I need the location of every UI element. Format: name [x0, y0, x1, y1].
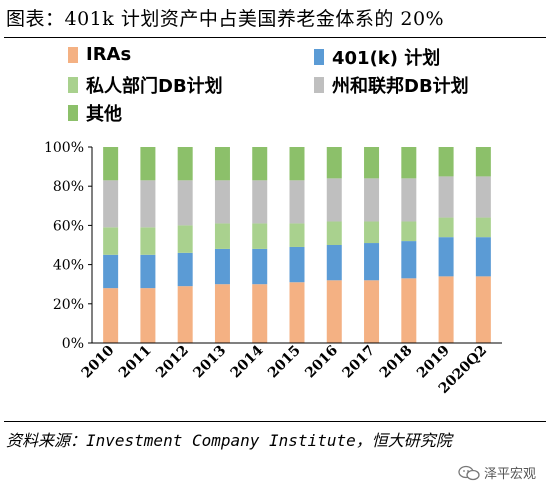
- legend-label-state-federal-db: 州和联邦DB计划: [332, 76, 469, 97]
- title-rule: [4, 37, 546, 38]
- bar-segment: [214, 248, 230, 285]
- legend-item-private-db: 私人部门DB计划: [68, 72, 223, 98]
- bar-segment: [401, 147, 417, 179]
- x-tick-label: 2017: [340, 343, 379, 382]
- legend-swatch-iras: [68, 46, 78, 63]
- legend-item-other: 其他: [68, 100, 122, 126]
- bar-segment: [103, 288, 119, 343]
- bar-segment: [475, 217, 491, 238]
- bar-segment: [177, 252, 193, 287]
- bar-segment: [438, 237, 454, 277]
- x-tick-label: 2015: [265, 343, 304, 382]
- bar-segment: [438, 276, 454, 343]
- x-tick-label: 2013: [190, 343, 229, 382]
- bar-segment: [364, 243, 380, 281]
- legend-swatch-401k: [314, 49, 324, 65]
- bar-segment: [438, 217, 454, 238]
- bar-segment: [140, 288, 156, 343]
- chart-legend: IRAs 401(k) 计划 私人部门DB计划 州和联邦DB计划 其他: [0, 42, 550, 132]
- bar-segment: [252, 180, 268, 224]
- bar-segment: [364, 221, 380, 244]
- bar-segment: [289, 180, 305, 224]
- bar-segment: [140, 147, 156, 181]
- legend-label-other: 其他: [86, 104, 122, 125]
- bar-segment: [289, 246, 305, 283]
- bar-segment: [289, 223, 305, 247]
- y-tick-label: 100%: [44, 140, 84, 156]
- watermark: 泽平宏观: [458, 463, 536, 482]
- bar-segment: [364, 178, 380, 222]
- bar-segment: [364, 147, 380, 179]
- legend-item-401k: 401(k) 计划: [314, 44, 440, 70]
- bar-segment: [252, 248, 268, 285]
- bar-segment: [214, 223, 230, 249]
- bar-segment: [289, 282, 305, 343]
- source-rule: [4, 421, 546, 422]
- bar-segment: [140, 254, 156, 289]
- bar-segment: [475, 176, 491, 218]
- x-tick-label: 2010: [79, 342, 118, 381]
- bar-segment: [401, 178, 417, 222]
- y-tick-label: 20%: [53, 297, 84, 313]
- legend-label-401k: 401(k) 计划: [332, 48, 441, 69]
- watermark-text: 泽平宏观: [483, 467, 536, 482]
- stacked-bar-chart: 0%20%40%60%80%100%2010201120122013201420…: [44, 140, 502, 397]
- source-note: 资料来源：Investment Company Institute，恒大研究院: [6, 431, 452, 450]
- bar-segment: [475, 276, 491, 343]
- bar-segment: [326, 280, 342, 343]
- legend-item-state-federal-db: 州和联邦DB计划: [314, 72, 469, 98]
- bar-segment: [326, 245, 342, 281]
- bar-segment: [103, 180, 119, 228]
- legend-swatch-private-db: [68, 77, 78, 93]
- bar-segment: [401, 221, 417, 242]
- bar-segment: [401, 241, 417, 279]
- bar-segment: [214, 180, 230, 224]
- x-tick-label: 2016: [302, 343, 341, 382]
- bar-segment: [177, 180, 193, 226]
- bar-segment: [103, 254, 119, 289]
- bar-segment: [252, 223, 268, 249]
- wechat-icon: [458, 465, 480, 480]
- bar-segment: [326, 147, 342, 179]
- legend-swatch-state-federal-db: [314, 77, 324, 93]
- bar-segment: [438, 147, 454, 177]
- bar-segment: [475, 147, 491, 177]
- bar-segment: [326, 178, 342, 222]
- bar-segment: [214, 147, 230, 181]
- bar-segment: [289, 147, 305, 181]
- legend-label-private-db: 私人部门DB计划: [86, 76, 223, 97]
- bar-segment: [438, 176, 454, 218]
- y-tick-label: 60%: [53, 218, 84, 234]
- x-tick-label: 2014: [228, 342, 267, 381]
- x-tick-label: 2011: [116, 343, 155, 382]
- x-tick-label: 2018: [377, 343, 416, 382]
- bar-segment: [364, 280, 380, 343]
- bar-segment: [177, 286, 193, 343]
- bar-segment: [177, 147, 193, 181]
- bar-segment: [252, 284, 268, 343]
- bar-segment: [103, 147, 119, 181]
- chart-title: 图表：401k 计划资产中占美国养老金体系的 20%: [6, 8, 445, 30]
- bar-segment: [214, 284, 230, 343]
- bar-segment: [177, 225, 193, 253]
- y-tick-label: 0%: [62, 336, 84, 352]
- bar-segment: [103, 227, 119, 255]
- bar-segment: [326, 221, 342, 245]
- y-tick-label: 80%: [53, 179, 84, 195]
- bar-segment: [252, 147, 268, 181]
- bar-segment: [475, 237, 491, 277]
- x-tick-label: 2012: [153, 343, 192, 382]
- y-tick-label: 40%: [53, 258, 84, 274]
- bar-segment: [140, 180, 156, 228]
- legend-swatch-other: [68, 105, 78, 121]
- bar-segment: [401, 278, 417, 343]
- legend-item-iras: IRAs: [68, 44, 131, 65]
- bar-segment: [140, 227, 156, 255]
- legend-label-iras: IRAs: [86, 44, 132, 65]
